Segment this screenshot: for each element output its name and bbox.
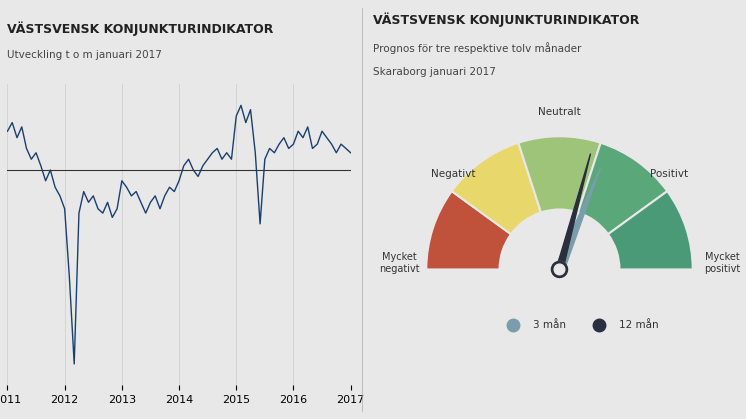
Text: Negativt: Negativt <box>430 168 475 178</box>
Polygon shape <box>557 154 591 270</box>
Text: Neutralt: Neutralt <box>538 107 581 117</box>
Text: Skaraborg januari 2017: Skaraborg januari 2017 <box>373 67 496 77</box>
Text: Utveckling t o m januari 2017: Utveckling t o m januari 2017 <box>7 50 163 60</box>
Wedge shape <box>578 143 667 234</box>
Text: 3 mån: 3 mån <box>533 321 566 331</box>
Text: VÄSTSVENSK KONJUNKTURINDIKATOR: VÄSTSVENSK KONJUNKTURINDIKATOR <box>7 21 274 36</box>
Text: Prognos för tre respektive tolv månader: Prognos för tre respektive tolv månader <box>373 42 581 54</box>
Text: 12 mån: 12 mån <box>619 321 659 331</box>
Polygon shape <box>555 168 601 271</box>
Text: Mycket
positivt: Mycket positivt <box>704 252 740 274</box>
Wedge shape <box>518 136 601 212</box>
Text: VÄSTSVENSK KONJUNKTURINDIKATOR: VÄSTSVENSK KONJUNKTURINDIKATOR <box>373 13 639 27</box>
Wedge shape <box>452 143 541 234</box>
Text: Mycket
negativt: Mycket negativt <box>379 252 420 274</box>
Circle shape <box>554 264 565 275</box>
Circle shape <box>551 261 568 277</box>
Text: Positivt: Positivt <box>650 168 688 178</box>
Circle shape <box>551 261 568 277</box>
Wedge shape <box>426 191 511 269</box>
Wedge shape <box>608 191 693 269</box>
